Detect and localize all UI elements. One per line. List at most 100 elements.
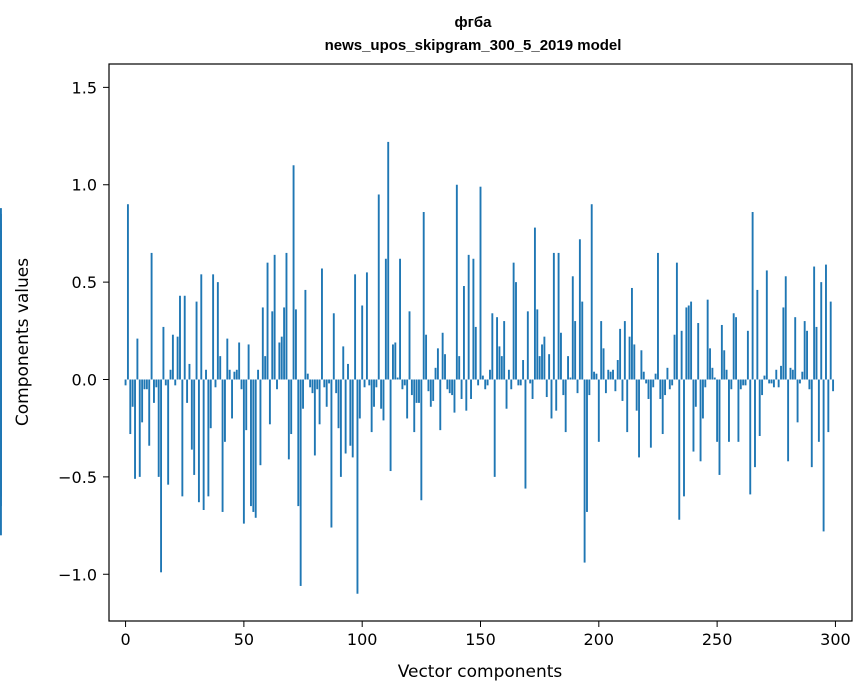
bar-65 [278,342,281,380]
bar-253 [723,350,726,380]
bar-285 [798,379,801,384]
bar-181 [552,252,555,380]
bar-168 [522,360,525,380]
bar-261 [742,379,745,386]
bar-273 [770,379,773,384]
bar-85 [325,379,328,407]
bar-51 [245,379,248,431]
bar-268 [758,379,761,436]
bar-99 [358,379,361,419]
bar-295 [822,379,825,532]
bar-153 [486,379,489,386]
bar-169 [524,379,527,489]
bar-196 [588,379,591,396]
y-axis-label: Components values [13,258,33,426]
bar-127 [425,334,428,380]
bar-78 [309,379,312,388]
x-tick-label-250: 250 [702,630,733,649]
bar-229 [666,367,669,380]
bar-117 [401,379,404,390]
bar-30 [195,301,198,380]
bar-32 [200,274,203,380]
bar-158 [498,346,501,380]
bar-63 [273,254,276,380]
bar-223 [652,379,655,388]
bar-75 [302,379,304,409]
bar-190 [574,321,577,380]
bar-157 [496,317,499,380]
bar-245 [704,379,707,388]
bar-42 [223,379,226,442]
bar-24 [181,379,184,497]
bar-69 [287,379,290,460]
bar-263 [746,330,749,380]
bar-12 [153,379,155,403]
bar-214 [630,287,633,380]
bar-206 [612,369,614,380]
bar-14 [157,379,160,477]
bar-139 [453,379,456,413]
bar-7 [141,379,144,423]
bar-259 [737,379,740,442]
bar-116 [399,258,401,380]
bar-128 [427,379,430,392]
bar-102 [365,272,368,380]
bar-192 [578,239,581,380]
bar-252 [720,324,723,380]
bar-72 [294,309,297,380]
bar-151 [481,375,484,380]
bar-240 [692,379,695,452]
bar-138 [451,379,454,396]
bar-202 [602,348,605,380]
bar-22 [176,336,179,380]
bar-170 [526,311,529,380]
bar-11 [150,252,153,380]
bar-184 [560,332,562,380]
bar-254 [725,369,728,380]
bar-86 [328,379,331,384]
bar-249 [713,377,716,380]
bar-241 [694,379,697,407]
bar-2 [129,379,132,435]
bar-19 [169,369,172,380]
bar-189 [571,276,574,380]
bar-101 [363,379,366,388]
bar-279 [784,276,787,380]
x-tick-label-200: 200 [584,630,615,649]
bar-258 [735,317,738,380]
bar-242 [697,323,700,380]
bar-80 [313,379,316,456]
x-tick-label-100: 100 [347,630,378,649]
bar-125 [420,379,423,501]
bar-52 [247,344,250,380]
bar-59 [264,356,267,380]
bar-64 [276,379,278,390]
bar-66 [280,336,283,380]
x-tick-label-50: 50 [234,630,254,649]
bar-141 [458,356,461,380]
bar-280 [787,379,790,462]
bar-175 [538,356,541,380]
bar-53 [250,379,252,507]
bar-58 [261,307,264,380]
bar-35 [207,379,210,497]
bar-257 [732,313,735,380]
bar-278 [782,307,785,380]
bar-8 [143,379,146,390]
bar-218 [640,350,643,380]
bar-140 [455,184,458,380]
bar-73 [297,379,300,507]
bar-50 [242,379,245,524]
bar-219 [642,371,645,380]
bar-39 [216,282,219,380]
bar-94 [347,363,349,380]
bar-91 [339,379,342,477]
bar-172 [531,379,534,399]
bar-238 [687,305,690,380]
bar-198 [593,371,596,380]
bar-244 [701,379,704,419]
bar-233 [675,262,678,380]
bar-162 [507,369,510,380]
bar-270 [763,375,766,380]
bar-296 [825,264,827,380]
